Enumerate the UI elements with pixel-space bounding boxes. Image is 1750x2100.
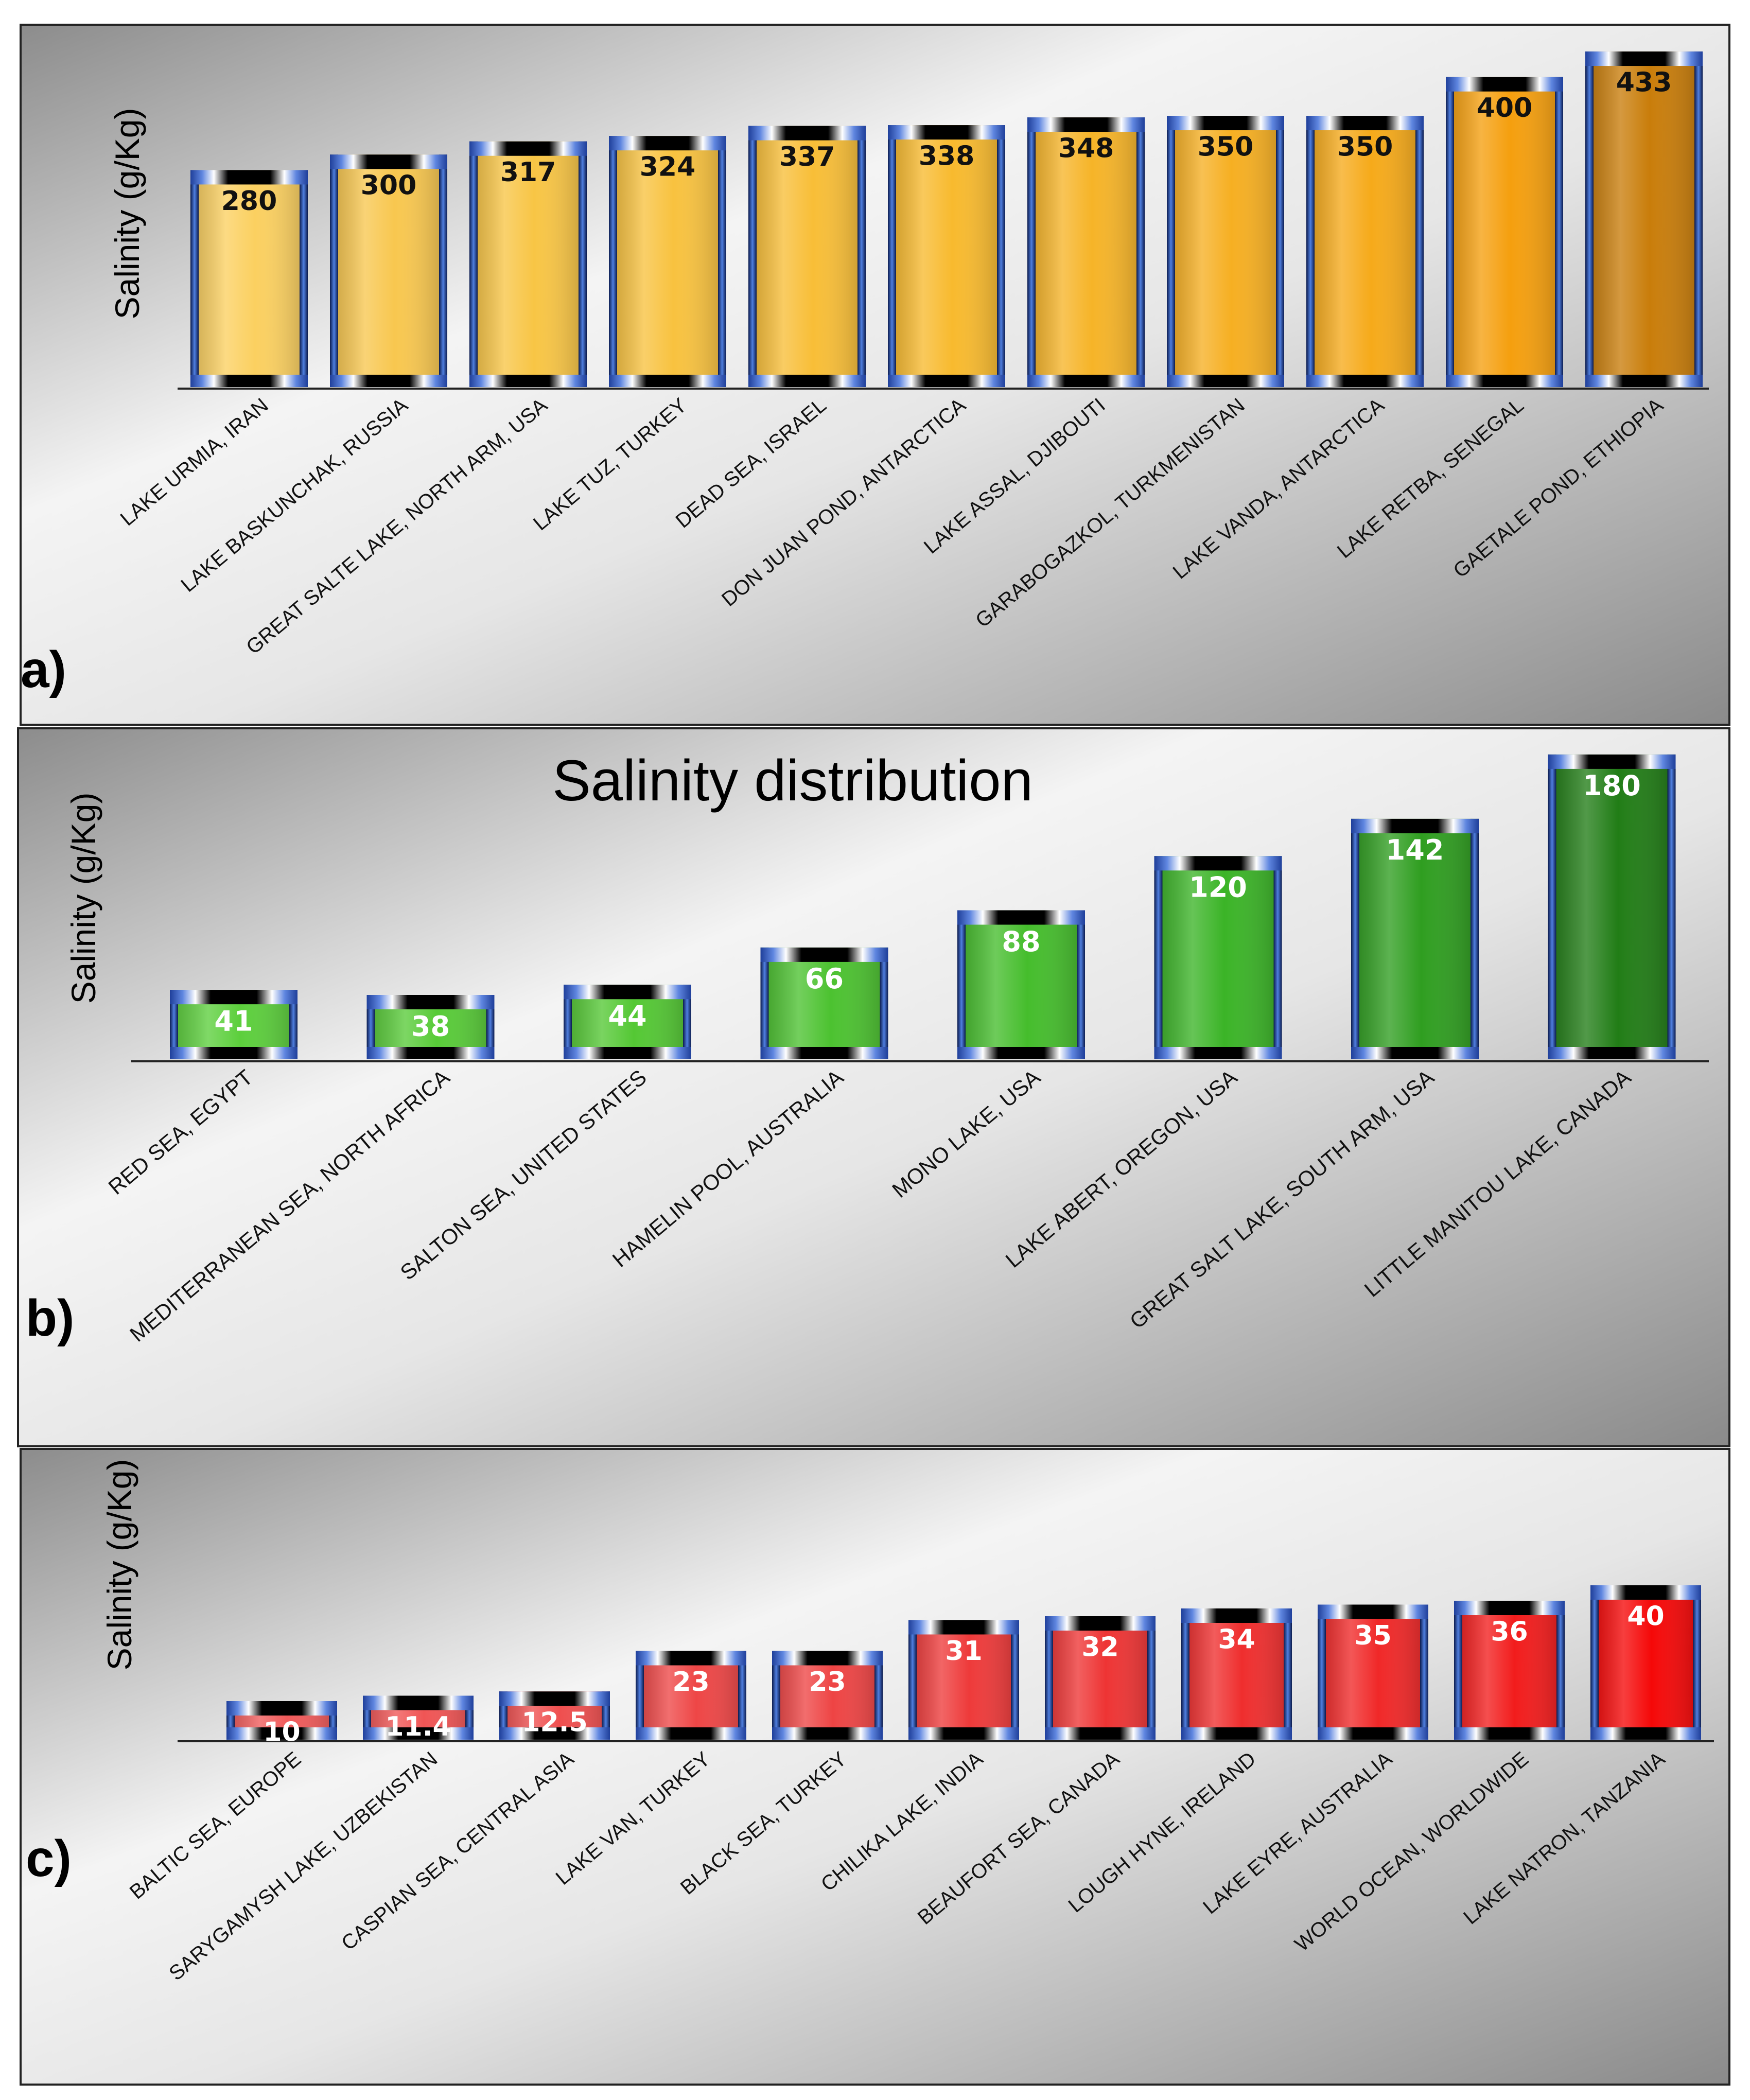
panel-b-bar <box>170 990 297 1059</box>
panel-a-bar <box>609 136 726 387</box>
panel-a-bar <box>190 170 308 387</box>
panel-b-value-label: 44 <box>608 1000 646 1032</box>
panel-c-value-label: 12.5 <box>521 1707 587 1738</box>
panel-b-value-label: 41 <box>214 1005 253 1037</box>
panel-c-bar <box>908 1620 1019 1740</box>
panel-c-value-label: 10 <box>263 1717 300 1747</box>
panel-b-value-label: 142 <box>1386 834 1444 866</box>
panel-a-bar <box>888 125 1005 387</box>
panel-a-letter: a) <box>21 641 66 698</box>
panel-b-letter: b) <box>26 1289 74 1347</box>
panel-c-bar <box>363 1695 474 1740</box>
panel-a-bar <box>1306 116 1424 388</box>
panel-a-bar <box>1167 116 1284 388</box>
panel-b-bar <box>760 947 888 1059</box>
panel-a-bar <box>330 154 447 387</box>
panel-b-bar <box>957 910 1085 1059</box>
panel-c-y-axis-label: Salinity (g/Kg) <box>100 1459 138 1671</box>
panel-a-value-label: 350 <box>1198 131 1254 162</box>
panel-a-value-label: 324 <box>640 152 696 183</box>
panel-b-y-axis-label: Salinity (g/Kg) <box>64 793 102 1004</box>
panel-b-title: Salinity distribution <box>552 748 1033 813</box>
panel-c-bar <box>636 1651 746 1740</box>
panel-b-value-label: 120 <box>1189 871 1247 904</box>
panel-c-bar <box>1590 1585 1701 1740</box>
panel-b-value-label: 66 <box>805 962 844 995</box>
panel-a-bar <box>1585 51 1703 388</box>
panel-c-bar <box>226 1701 337 1740</box>
panel-c-value-label: 32 <box>1081 1632 1118 1662</box>
panel-b-value-label: 180 <box>1583 769 1641 802</box>
panel-a-value-label: 337 <box>779 142 835 172</box>
panel-c-bar <box>772 1651 883 1740</box>
panel-a-value-label: 433 <box>1616 67 1672 98</box>
panel-a-bar <box>748 126 866 387</box>
panel-c-background <box>20 1448 1730 2086</box>
panel-c-bar <box>499 1691 610 1740</box>
panel-c-value-label: 36 <box>1491 1616 1528 1647</box>
panel-a-value-label: 338 <box>919 141 975 172</box>
panel-a-value-label: 400 <box>1477 93 1533 124</box>
panel-c-value-label: 11.4 <box>385 1711 451 1742</box>
panel-b: Salinity distribution b) Salinity (g/Kg)… <box>17 727 1730 1447</box>
panel-b-bar <box>564 985 691 1059</box>
panel-c-value-label: 31 <box>945 1636 982 1667</box>
panel-c-bar <box>1181 1608 1292 1740</box>
panel-a-value-label: 317 <box>500 157 556 188</box>
panel-c-bar <box>1454 1601 1565 1740</box>
panel-a-value-label: 300 <box>361 170 417 201</box>
panel-a-bar <box>1446 77 1563 387</box>
panel-b-value-label: 88 <box>1002 925 1040 958</box>
panel-c-value-label: 34 <box>1218 1624 1255 1655</box>
panel-b-bar <box>366 995 495 1059</box>
panel-b-bar <box>1548 754 1676 1059</box>
panel-c-value-label: 35 <box>1354 1620 1391 1651</box>
panel-c-letter: c) <box>26 1830 72 1887</box>
panel-a-value-label: 280 <box>221 186 277 217</box>
panel-a-value-label: 350 <box>1337 131 1393 162</box>
panel-c-bar <box>1318 1604 1428 1740</box>
panel-c-value-label: 40 <box>1627 1601 1664 1632</box>
panel-b-bar <box>1351 818 1479 1059</box>
panel-a-bar <box>469 141 587 387</box>
panel-c-bar <box>1045 1616 1156 1740</box>
panel-c-value-label: 23 <box>809 1667 846 1697</box>
panel-b-value-label: 38 <box>411 1010 450 1042</box>
panel-c-value-label: 23 <box>672 1667 709 1697</box>
panel-a-y-axis-label: Salinity (g/Kg) <box>108 108 146 320</box>
panel-a-value-label: 348 <box>1058 133 1114 164</box>
panel-a-bar <box>1027 117 1145 388</box>
panel-b-bar <box>1154 856 1282 1059</box>
